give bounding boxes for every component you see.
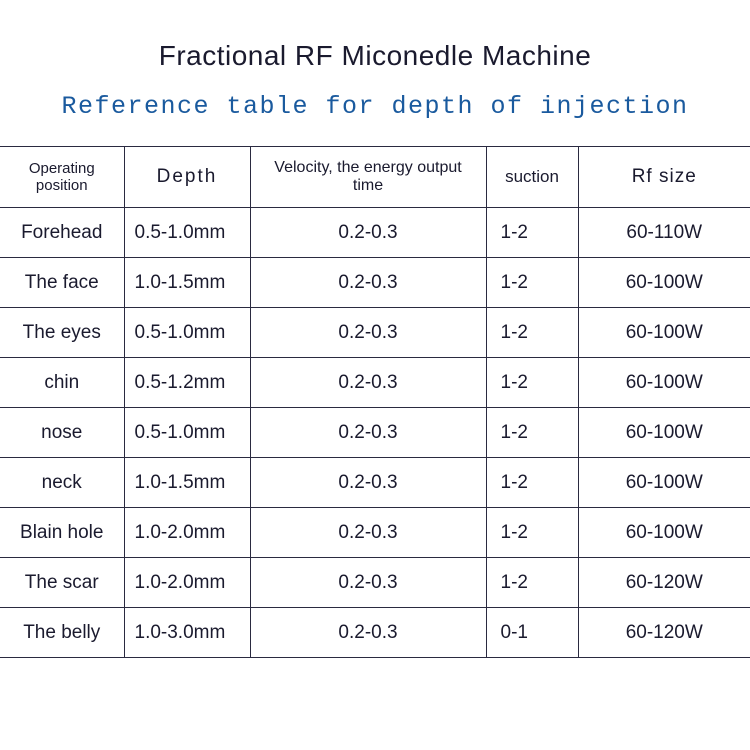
cell-suction: 1-2 [486, 408, 578, 458]
table-row: Blain hole 1.0-2.0mm 0.2-0.3 1-2 60-100W [0, 508, 750, 558]
table-row: neck 1.0-1.5mm 0.2-0.3 1-2 60-100W [0, 458, 750, 508]
col-header-depth: Depth [124, 147, 250, 208]
cell-position: The eyes [0, 308, 124, 358]
cell-velocity: 0.2-0.3 [250, 408, 486, 458]
table-row: The belly 1.0-3.0mm 0.2-0.3 0-1 60-120W [0, 608, 750, 658]
cell-depth: 1.0-1.5mm [124, 458, 250, 508]
cell-depth: 0.5-1.2mm [124, 358, 250, 408]
cell-position: The face [0, 258, 124, 308]
cell-depth: 1.0-3.0mm [124, 608, 250, 658]
cell-position: nose [0, 408, 124, 458]
cell-depth: 0.5-1.0mm [124, 308, 250, 358]
cell-velocity: 0.2-0.3 [250, 608, 486, 658]
cell-velocity: 0.2-0.3 [250, 458, 486, 508]
reference-table: Operating position Depth Velocity, the e… [0, 146, 750, 658]
cell-velocity: 0.2-0.3 [250, 358, 486, 408]
table-row: chin 0.5-1.2mm 0.2-0.3 1-2 60-100W [0, 358, 750, 408]
cell-depth: 1.0-1.5mm [124, 258, 250, 308]
cell-velocity: 0.2-0.3 [250, 208, 486, 258]
col-header-suction: suction [486, 147, 578, 208]
cell-suction: 0-1 [486, 608, 578, 658]
cell-depth: 1.0-2.0mm [124, 558, 250, 608]
cell-position: Blain hole [0, 508, 124, 558]
cell-suction: 1-2 [486, 308, 578, 358]
table-row: The scar 1.0-2.0mm 0.2-0.3 1-2 60-120W [0, 558, 750, 608]
page-title: Fractional RF Miconedle Machine [0, 40, 750, 72]
cell-rfsize: 60-100W [578, 308, 750, 358]
col-header-rf-size: Rf size [578, 147, 750, 208]
table-row: nose 0.5-1.0mm 0.2-0.3 1-2 60-100W [0, 408, 750, 458]
cell-rfsize: 60-100W [578, 508, 750, 558]
cell-position: The belly [0, 608, 124, 658]
table-header-row: Operating position Depth Velocity, the e… [0, 147, 750, 208]
cell-velocity: 0.2-0.3 [250, 308, 486, 358]
cell-rfsize: 60-100W [578, 408, 750, 458]
cell-position: The scar [0, 558, 124, 608]
cell-rfsize: 60-120W [578, 558, 750, 608]
cell-position: Forehead [0, 208, 124, 258]
table-row: The eyes 0.5-1.0mm 0.2-0.3 1-2 60-100W [0, 308, 750, 358]
cell-velocity: 0.2-0.3 [250, 508, 486, 558]
cell-suction: 1-2 [486, 458, 578, 508]
cell-suction: 1-2 [486, 358, 578, 408]
page-subtitle: Reference table for depth of injection [0, 92, 750, 121]
cell-suction: 1-2 [486, 258, 578, 308]
col-header-velocity: Velocity, the energy output time [250, 147, 486, 208]
cell-suction: 1-2 [486, 208, 578, 258]
col-header-operating-position: Operating position [0, 147, 124, 208]
cell-rfsize: 60-110W [578, 208, 750, 258]
cell-depth: 1.0-2.0mm [124, 508, 250, 558]
cell-depth: 0.5-1.0mm [124, 208, 250, 258]
cell-velocity: 0.2-0.3 [250, 258, 486, 308]
cell-suction: 1-2 [486, 508, 578, 558]
table-row: The face 1.0-1.5mm 0.2-0.3 1-2 60-100W [0, 258, 750, 308]
cell-rfsize: 60-100W [578, 458, 750, 508]
cell-position: chin [0, 358, 124, 408]
cell-suction: 1-2 [486, 558, 578, 608]
cell-position: neck [0, 458, 124, 508]
table-row: Forehead 0.5-1.0mm 0.2-0.3 1-2 60-110W [0, 208, 750, 258]
cell-rfsize: 60-100W [578, 358, 750, 408]
cell-rfsize: 60-100W [578, 258, 750, 308]
cell-depth: 0.5-1.0mm [124, 408, 250, 458]
cell-rfsize: 60-120W [578, 608, 750, 658]
cell-velocity: 0.2-0.3 [250, 558, 486, 608]
